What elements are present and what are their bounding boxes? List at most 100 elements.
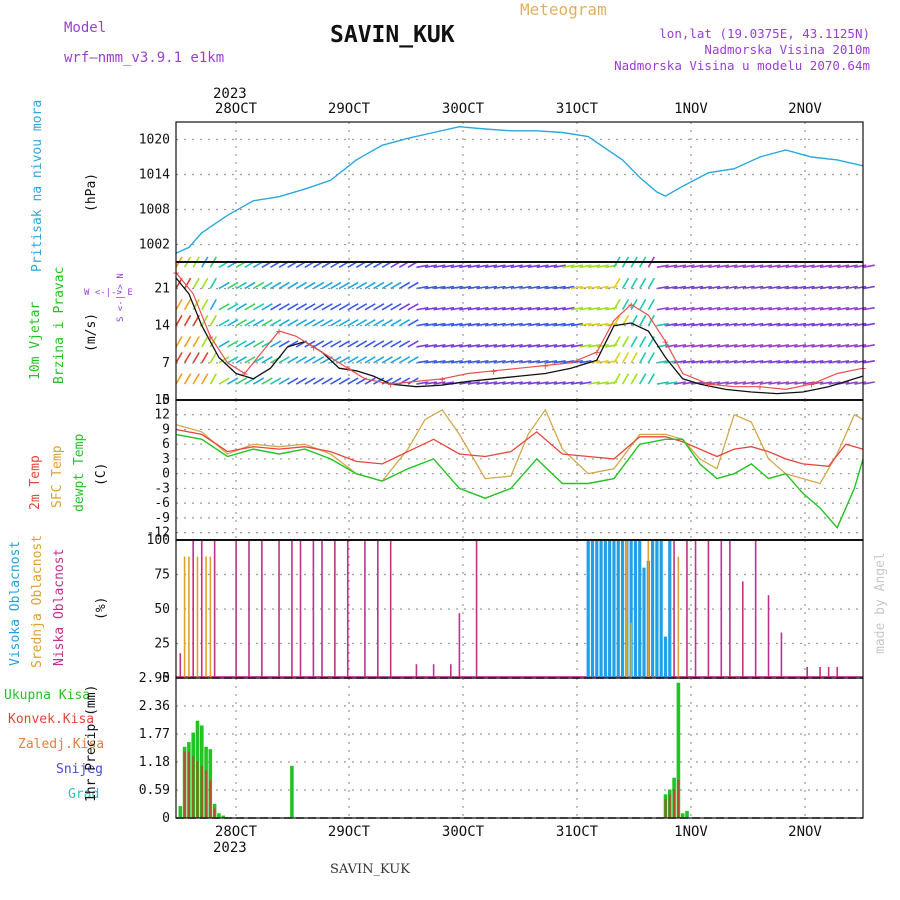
wind-barb: [845, 306, 858, 311]
wind-barb: [347, 281, 359, 290]
precip-legend-conv: Konvek.Kisa: [8, 712, 95, 727]
wind-barb: [175, 352, 183, 364]
wind-barb: [338, 281, 351, 290]
wind-barb: [716, 306, 729, 311]
wind-barb: [304, 281, 316, 290]
conv-precip-bar: [196, 761, 199, 818]
wind-barb: [776, 306, 790, 311]
wind-barb: [442, 285, 455, 290]
wind-barb: [244, 356, 256, 364]
wind-barb: [562, 285, 575, 290]
wind-barb: [845, 264, 858, 269]
dewpt-temp-line: [175, 433, 864, 529]
ytick-cloud-1: 25: [154, 637, 170, 652]
wind-barb: [725, 306, 738, 311]
wind-barb: [476, 322, 489, 327]
wind-barb: [493, 285, 506, 290]
wind-barb: [665, 322, 678, 327]
wind-barb: [381, 340, 393, 348]
wind-barb: [665, 306, 678, 311]
wind-barb: [862, 344, 875, 348]
conv-precip-bar: [213, 808, 216, 818]
ytick-precip-0: 0: [162, 811, 170, 826]
wind-barb: [630, 352, 638, 364]
wind-barb: [201, 314, 209, 327]
wind-barb: [175, 277, 183, 289]
wind-barb: [459, 322, 472, 327]
wind-barb: [691, 264, 704, 269]
wind-barb: [313, 303, 325, 311]
wind-barb: [828, 264, 841, 269]
ytick-temp-9: 15: [154, 393, 170, 408]
model-elevation-text: Nadmorska Visina u modelu 2070.64m: [614, 58, 870, 73]
wind-barb: [442, 306, 455, 311]
wind-barb: [201, 298, 209, 311]
total-precip-bar: [178, 806, 183, 818]
wind-barb: [536, 264, 549, 269]
wind-barb: [639, 336, 647, 348]
wind-barb: [725, 381, 738, 385]
wind-barb: [828, 306, 841, 311]
wind-barb: [442, 381, 455, 385]
wind-barb: [183, 314, 192, 327]
wind-barb: [751, 381, 764, 385]
wind-barb: [647, 277, 655, 289]
wind-barb: [802, 322, 815, 327]
wind-barb: [837, 285, 850, 290]
wind-barb: [819, 344, 833, 348]
wind-barb: [364, 340, 376, 348]
wind-barb: [450, 285, 463, 290]
wind-barb: [209, 373, 217, 385]
wind-barb: [527, 360, 541, 364]
wind-barb: [845, 381, 858, 385]
wind-barb: [175, 298, 183, 311]
wind-barb: [759, 344, 772, 348]
wind-barb: [811, 264, 824, 269]
wind-gust-marker: +: [241, 367, 248, 380]
wind-barb: [819, 322, 833, 327]
wind-barb: [536, 285, 549, 290]
wind-barb: [802, 381, 815, 385]
wind-compass-we: W <-|-> E: [84, 288, 133, 298]
total-precip-bar: [290, 765, 294, 818]
wind-barb: [785, 264, 798, 269]
wind-barb: [252, 377, 265, 385]
wind-barb: [252, 356, 265, 364]
wind-barb: [579, 306, 592, 311]
wind-barb: [416, 322, 429, 327]
wind-barb: [716, 360, 729, 364]
wind-barb: [862, 285, 875, 290]
wind-barb: [811, 344, 824, 348]
wind-barb: [794, 360, 807, 364]
pressure-line: [175, 125, 864, 254]
wind-barb: [485, 285, 498, 290]
wind-barb: [175, 314, 183, 327]
wind-barb: [553, 322, 566, 327]
wind-barb: [673, 306, 687, 311]
ytick-precip-4: 2.36: [139, 699, 170, 714]
wind-barb: [364, 303, 376, 311]
wind-barb: [562, 306, 575, 311]
wind-barb: [192, 336, 200, 348]
wind-barb: [209, 314, 217, 327]
wind-barb: [691, 306, 704, 311]
wind-barb: [553, 344, 566, 348]
wind-barb: [373, 319, 385, 327]
wind-barb: [613, 277, 621, 289]
wind-barb: [621, 352, 630, 364]
wind-barb: [665, 344, 678, 348]
wind-barb: [270, 340, 282, 348]
wind-barb: [819, 360, 833, 364]
wind-barb: [716, 381, 729, 385]
wind-barb: [304, 319, 316, 327]
wind-barb: [596, 264, 609, 269]
wind-barb: [708, 285, 721, 290]
wind-barb: [794, 344, 807, 348]
wind-barb: [682, 344, 695, 348]
wind-barb: [218, 303, 230, 311]
wind-barb: [355, 356, 368, 364]
conv-precip-bar: [664, 799, 667, 818]
wind-barb: [725, 322, 738, 327]
wind-barb: [665, 285, 678, 290]
wind-barb: [785, 360, 798, 364]
